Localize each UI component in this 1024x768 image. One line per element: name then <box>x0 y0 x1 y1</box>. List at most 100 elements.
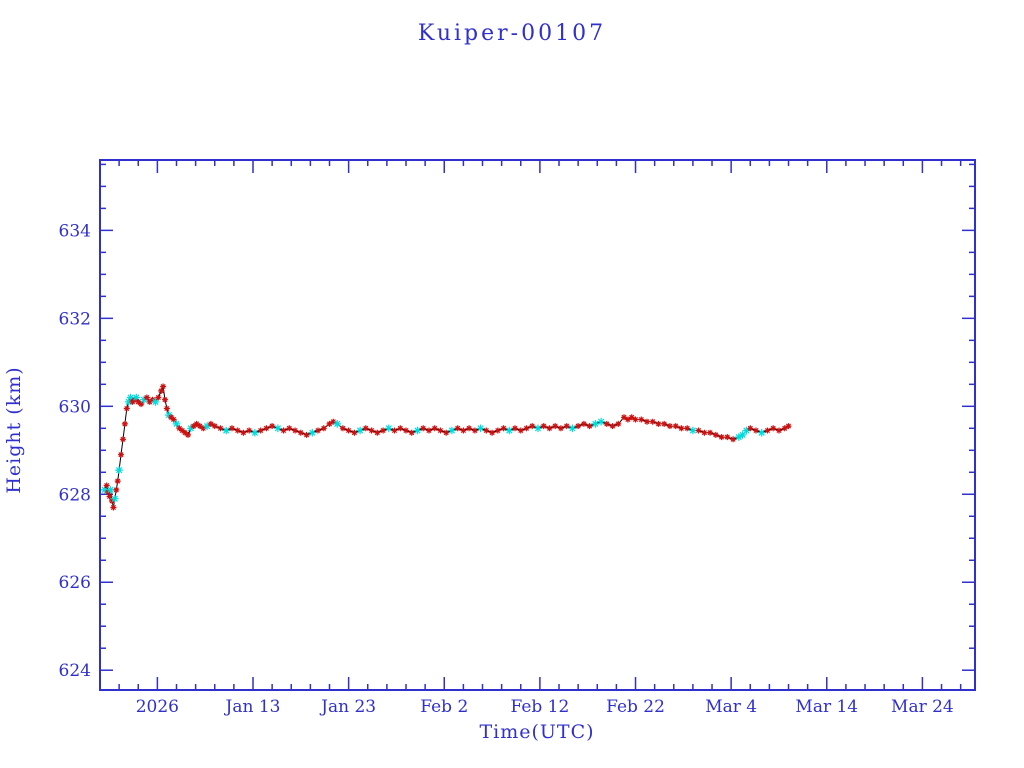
data-marker <box>597 417 605 426</box>
data-marker <box>483 427 490 434</box>
data-marker <box>568 424 577 433</box>
data-marker <box>138 401 145 408</box>
data-marker <box>420 425 427 432</box>
x-tick-label: Jan 23 <box>319 697 376 717</box>
data-marker <box>172 420 181 428</box>
data-marker <box>368 427 375 434</box>
data-marker <box>776 427 782 434</box>
data-series <box>101 383 792 511</box>
data-marker <box>552 423 559 430</box>
data-marker <box>730 436 737 443</box>
data-marker <box>286 425 293 432</box>
y-tick-label: 628 <box>59 485 91 505</box>
data-marker <box>308 428 317 437</box>
data-marker <box>103 482 110 489</box>
data-marker <box>380 427 387 434</box>
data-marker <box>684 425 691 432</box>
data-marker <box>557 425 564 432</box>
data-marker <box>196 423 203 430</box>
data-marker <box>110 504 117 511</box>
data-marker <box>207 420 214 427</box>
data-marker <box>615 420 622 427</box>
data-marker <box>356 426 364 435</box>
data-marker <box>632 416 639 423</box>
data-marker <box>132 393 141 402</box>
data-marker <box>374 429 381 436</box>
x-axis-label: Time(UTC) <box>479 721 594 743</box>
data-marker <box>770 425 777 432</box>
data-marker <box>638 416 645 423</box>
y-tick-label: 632 <box>59 309 91 329</box>
data-marker <box>345 427 352 434</box>
data-marker <box>603 420 610 427</box>
data-marker <box>384 424 393 433</box>
data-marker <box>135 398 142 405</box>
data-marker <box>431 425 438 432</box>
data-marker <box>339 425 346 432</box>
data-marker <box>140 395 148 404</box>
data-marker <box>263 425 270 432</box>
data-marker <box>580 420 587 427</box>
data-marker <box>211 423 218 430</box>
data-marker <box>408 429 415 436</box>
data-marker <box>257 427 264 434</box>
data-marker <box>655 420 662 427</box>
data-marker <box>124 398 133 406</box>
data-marker <box>426 427 432 434</box>
data-marker <box>695 427 702 434</box>
data-marker <box>320 425 327 432</box>
data-marker <box>540 423 547 430</box>
x-tick-label: Feb 22 <box>606 697 665 717</box>
data-marker <box>158 387 165 394</box>
data-marker <box>563 423 570 430</box>
data-marker <box>523 425 530 432</box>
data-marker <box>413 426 422 435</box>
data-marker <box>185 431 191 438</box>
data-marker <box>115 466 123 474</box>
data-marker <box>118 451 124 458</box>
data-marker <box>718 434 725 441</box>
data-marker <box>251 428 259 437</box>
data-marker <box>222 426 230 435</box>
y-tick-label: 634 <box>59 221 91 241</box>
data-marker <box>529 423 536 430</box>
data-marker <box>591 420 600 428</box>
data-marker <box>707 429 714 436</box>
y-tick-label: 624 <box>59 661 91 681</box>
data-marker <box>575 423 582 430</box>
data-marker <box>489 429 496 436</box>
data-marker <box>303 431 310 438</box>
data-marker <box>742 426 751 435</box>
data-marker <box>190 423 197 430</box>
data-marker <box>785 423 792 430</box>
data-marker <box>187 424 195 433</box>
data-marker <box>120 436 126 443</box>
data-marker <box>234 427 241 434</box>
data-marker <box>315 427 321 434</box>
data-marker <box>126 393 135 402</box>
data-marker <box>738 431 747 439</box>
data-marker <box>644 418 650 425</box>
data-marker <box>712 431 719 438</box>
x-tick-label: Mar 4 <box>705 697 757 717</box>
data-marker <box>517 427 524 434</box>
data-marker <box>666 423 673 430</box>
data-marker <box>476 424 485 433</box>
data-marker <box>217 425 224 432</box>
data-marker <box>200 425 207 432</box>
data-marker <box>170 416 177 423</box>
data-marker <box>111 494 119 503</box>
data-marker <box>146 398 153 405</box>
data-marker <box>155 394 162 401</box>
chart-title: Kuiper-00107 <box>418 21 606 46</box>
data-marker <box>747 425 754 432</box>
data-marker <box>203 422 211 430</box>
data-marker <box>326 420 333 427</box>
data-marker <box>114 478 121 485</box>
data-marker <box>443 429 450 436</box>
data-marker <box>330 418 337 425</box>
x-tick-label: Mar 14 <box>795 697 858 717</box>
data-marker <box>106 486 115 494</box>
data-marker <box>106 493 113 500</box>
data-marker <box>734 433 743 441</box>
